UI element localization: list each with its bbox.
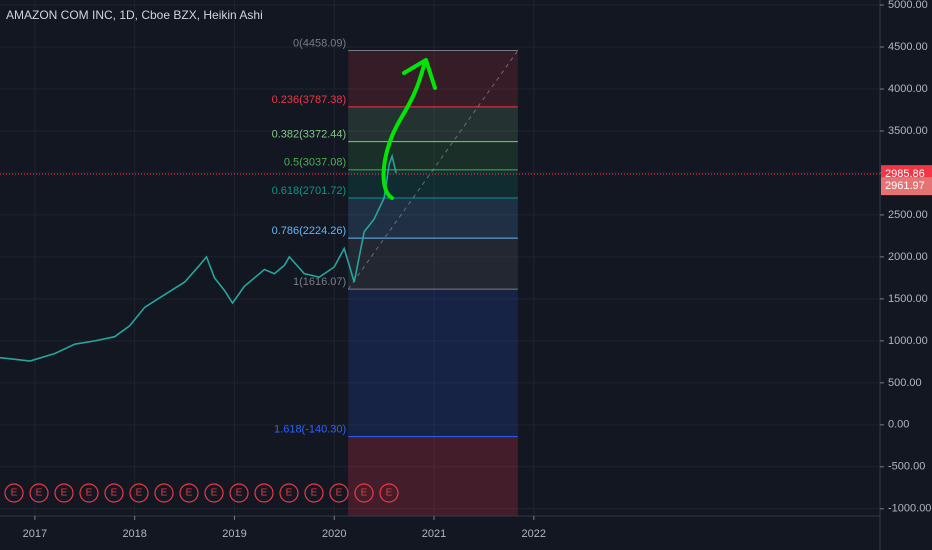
- earnings-marker: [104, 483, 124, 503]
- earnings-marker: [304, 483, 324, 503]
- earnings-marker: [129, 483, 149, 503]
- earnings-marker: [229, 483, 249, 503]
- earnings-marker: [329, 483, 349, 503]
- fib-label: 0.382(3372.44): [272, 129, 347, 141]
- x-tick-label: 2017: [23, 528, 47, 540]
- earnings-label: E: [161, 488, 168, 499]
- y-tick-label: 3500.00: [888, 125, 928, 137]
- earnings-label: E: [211, 488, 218, 499]
- fib-label: 0.236(3787.38): [272, 94, 347, 106]
- other-price-box: [881, 177, 932, 196]
- y-tick-label: 4000.00: [888, 83, 928, 95]
- earnings-marker: [79, 483, 99, 503]
- fib-label: 0(4458.09): [293, 37, 346, 49]
- earnings-label: E: [61, 488, 68, 499]
- x-tick-label: 2022: [522, 528, 546, 540]
- x-tick-label: 2021: [422, 528, 446, 540]
- y-tick-label: 0.00: [888, 419, 909, 431]
- y-tick-label: -1000.00: [888, 503, 931, 515]
- earnings-marker: [354, 483, 374, 503]
- earnings-label: E: [236, 488, 243, 499]
- fib-retracement: 0(4458.09) 0.236(3787.38) 0.382(3372.44) 0.…: [272, 37, 519, 516]
- earnings-label: E: [136, 488, 143, 499]
- chart-title: AMAZON COM INC, 1D, Cboe BZX, Heikin Ash…: [6, 8, 263, 22]
- fib-band: [348, 141, 518, 170]
- y-tick-label: 5000.00: [888, 0, 928, 11]
- earnings-label: E: [311, 488, 318, 499]
- grid: [0, 0, 880, 516]
- earnings-label: E: [111, 488, 118, 499]
- fib-label: 1(1616.07): [293, 276, 346, 288]
- fib-label: 0.786(2224.26): [272, 225, 347, 237]
- earnings-label: E: [186, 488, 193, 499]
- fib-label: 1.618(-140.30): [274, 424, 346, 436]
- x-tick-label: 2019: [222, 528, 246, 540]
- price-line: [0, 153, 397, 362]
- earnings-label: E: [286, 488, 293, 499]
- earnings-marker: [54, 483, 74, 503]
- annotation-arrow: [381, 63, 426, 200]
- earnings-marker: [179, 483, 199, 503]
- earnings-label: E: [11, 488, 18, 499]
- fib-trend: [347, 50, 519, 290]
- earnings-label: E: [86, 488, 93, 499]
- axes: 5000.004500.004000.003500.003000.002500.…: [4, 0, 932, 540]
- fib-band: [348, 436, 518, 516]
- earnings-label: E: [261, 488, 268, 499]
- earnings-marker: [154, 483, 174, 503]
- earnings-marker: [254, 483, 274, 503]
- fib-band: [348, 106, 518, 142]
- other-price-label: 2961.97: [885, 180, 925, 192]
- fib-label: 0.5(3037.08): [284, 157, 346, 169]
- y-tick-label: -500.00: [888, 461, 925, 473]
- fib-band: [348, 238, 518, 290]
- earnings-marker: [379, 483, 399, 503]
- y-tick-label: 4500.00: [888, 41, 928, 53]
- y-tick-label: 1500.00: [888, 293, 928, 305]
- last-price-label: 2985.86: [885, 168, 925, 180]
- earnings-marker: [4, 483, 24, 503]
- y-tick-label: 2000.00: [888, 251, 928, 263]
- earnings-marker: [279, 483, 299, 503]
- x-tick-label: 2020: [322, 528, 346, 540]
- y-tick-label: 2500.00: [888, 209, 928, 221]
- earnings-marker: [29, 483, 49, 503]
- y-tick-label: 1000.00: [888, 335, 928, 347]
- y-tick-label: 500.00: [888, 377, 922, 389]
- earnings-label: E: [386, 488, 393, 499]
- fib-label: 0.618(2701.72): [272, 185, 347, 197]
- earnings-label: E: [361, 488, 368, 499]
- plot: [0, 153, 880, 362]
- earnings-marker: [204, 483, 224, 503]
- earnings-label: E: [336, 488, 343, 499]
- earnings-label: E: [36, 488, 43, 499]
- fib-band: [348, 289, 518, 437]
- fib-band: [348, 197, 518, 239]
- annotation-arrowhead: [402, 58, 437, 90]
- x-tick-label: 2018: [122, 528, 146, 540]
